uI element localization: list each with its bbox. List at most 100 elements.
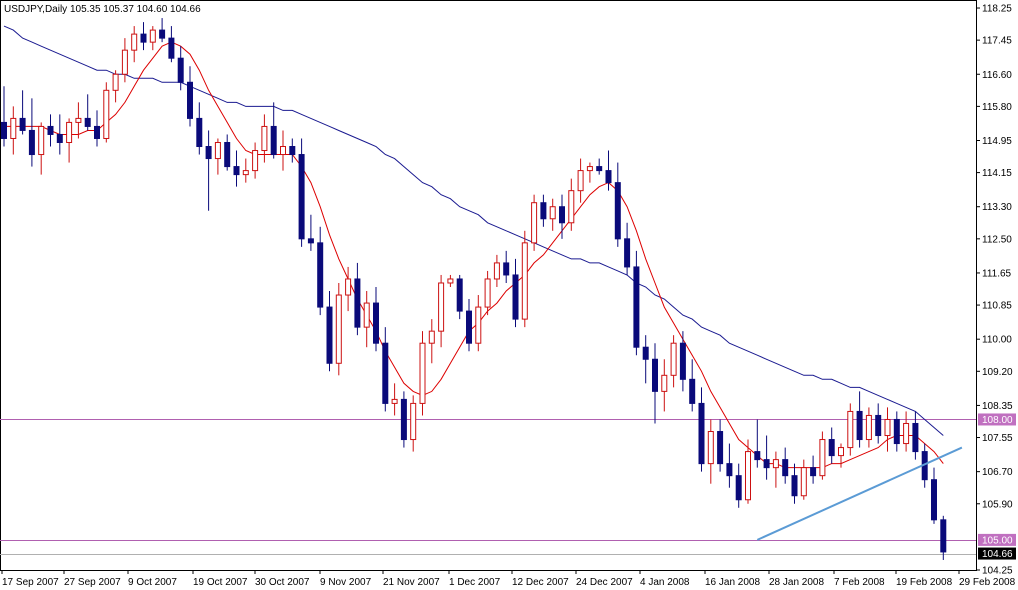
candle-body xyxy=(531,202,538,244)
candle-body xyxy=(884,418,891,437)
x-tick-label: 16 Jan 2008 xyxy=(705,577,760,588)
y-tick-label: 104.25 xyxy=(982,566,1013,577)
candle-body xyxy=(493,262,500,280)
candle-body xyxy=(893,418,900,445)
candle-body xyxy=(689,378,696,404)
candle-body xyxy=(75,117,82,123)
candle-body xyxy=(56,133,63,143)
candle-body xyxy=(354,278,361,328)
x-tick-label: 19 Oct 2007 xyxy=(193,577,248,588)
candle-body xyxy=(177,57,184,83)
candle-body xyxy=(149,29,156,43)
candle-body xyxy=(679,342,686,380)
candle-body xyxy=(503,262,510,276)
candle-body xyxy=(1,121,7,139)
candle-body xyxy=(391,398,398,404)
candle-body xyxy=(280,146,286,156)
candle-body xyxy=(10,117,17,139)
candle-body xyxy=(661,374,668,392)
candle-body xyxy=(791,475,798,497)
candle-body xyxy=(140,33,147,43)
candle-body xyxy=(298,154,305,240)
candle-body xyxy=(800,467,807,497)
y-tick-label: 114.95 xyxy=(982,136,1012,147)
candle-body xyxy=(735,475,742,501)
candle-body xyxy=(875,414,882,437)
candle-body xyxy=(233,166,240,176)
candle-body xyxy=(307,238,314,244)
candle-body xyxy=(642,346,649,360)
candle-body xyxy=(205,146,212,160)
candle-body xyxy=(112,73,119,91)
y-tick-label: 111.65 xyxy=(982,268,1012,279)
candle-body xyxy=(466,310,472,344)
candle-body xyxy=(819,439,826,477)
candle-body xyxy=(326,306,333,364)
y-tick-label: 105.90 xyxy=(982,499,1013,510)
candle-body xyxy=(838,447,844,457)
candle-body xyxy=(856,410,863,441)
candle-body xyxy=(187,81,193,119)
candle-body xyxy=(577,170,584,192)
y-tick-label: 110.00 xyxy=(982,335,1012,346)
y-tick-label: 114.15 xyxy=(982,168,1012,179)
y-tick-label: 118.25 xyxy=(982,4,1012,15)
candle-body xyxy=(66,121,73,143)
candle-body xyxy=(131,33,138,51)
level-tag xyxy=(978,533,1016,546)
candle-body xyxy=(717,431,724,465)
y-tick-label: 107.55 xyxy=(982,433,1013,444)
y-tick-label: 112.50 xyxy=(982,234,1012,245)
candle-body xyxy=(772,459,779,469)
candle-body xyxy=(335,294,342,364)
candle-body xyxy=(903,422,910,445)
candle-body xyxy=(242,170,249,176)
y-tick-label: 115.80 xyxy=(982,102,1012,113)
candle-body xyxy=(289,146,296,156)
candle-body xyxy=(912,422,919,453)
candle-body xyxy=(400,398,407,441)
x-tick-label: 9 Nov 2007 xyxy=(320,577,372,588)
candle-body xyxy=(84,117,91,127)
candle-body xyxy=(47,125,54,135)
candle-body xyxy=(670,342,677,376)
candle-body xyxy=(559,206,565,224)
chart-header: USDJPY,Daily 105.35 105.37 104.60 104.66 xyxy=(4,4,201,15)
candle-body xyxy=(540,202,547,220)
x-tick-label: 7 Feb 2008 xyxy=(834,577,885,588)
candle-body xyxy=(196,117,203,148)
candle-body xyxy=(596,166,603,172)
candle-body xyxy=(121,49,128,75)
x-tick-label: 12 Dec 2007 xyxy=(512,577,569,588)
candle-body xyxy=(38,125,45,156)
candle-body xyxy=(754,451,761,461)
y-tick-label: 116.60 xyxy=(982,70,1012,81)
candle-body xyxy=(252,150,259,172)
x-tick-label: 24 Dec 2007 xyxy=(576,577,633,588)
candle-body xyxy=(447,278,454,284)
candle-body xyxy=(521,242,528,320)
candle-body xyxy=(373,302,379,344)
candle-body xyxy=(940,519,947,553)
candle-body xyxy=(345,278,352,296)
candle-body xyxy=(847,410,854,449)
candle-body xyxy=(828,439,835,457)
candle-body xyxy=(707,431,714,465)
y-tick-label: 106.70 xyxy=(982,467,1013,478)
candle-body xyxy=(475,306,482,344)
candle-body xyxy=(28,129,35,156)
candle-body xyxy=(103,89,110,139)
candle-body xyxy=(605,170,612,184)
candle-body xyxy=(810,467,817,477)
candle-body xyxy=(586,166,593,172)
x-tick-label: 21 Nov 2007 xyxy=(383,577,440,588)
candle-body xyxy=(652,358,658,392)
candle-body xyxy=(159,29,166,39)
candle-body xyxy=(698,402,705,465)
candle-body xyxy=(745,451,751,501)
x-tick-label: 17 Sep 2007 xyxy=(2,577,59,588)
level-tag xyxy=(978,413,1016,426)
x-tick-label: 29 Feb 2008 xyxy=(959,577,1016,588)
